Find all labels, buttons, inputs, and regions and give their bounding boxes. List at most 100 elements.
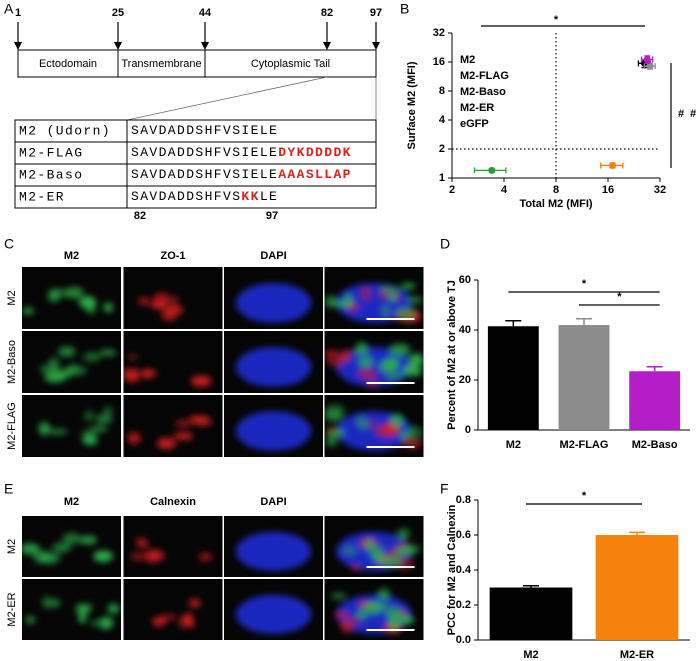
y-tick-label: 2 bbox=[439, 143, 445, 155]
puncta bbox=[130, 551, 145, 562]
channel-label: Calnexin bbox=[150, 496, 196, 508]
micrograph bbox=[123, 395, 223, 457]
micrograph bbox=[224, 267, 323, 329]
y-axis-label: Percent of M2 at or above TJ bbox=[446, 280, 458, 430]
error-bar bbox=[646, 366, 663, 372]
puncta bbox=[51, 598, 61, 608]
micrograph-frame bbox=[235, 411, 312, 451]
micrograph-frame bbox=[130, 537, 213, 563]
puncta bbox=[44, 371, 67, 383]
micrograph bbox=[123, 579, 223, 640]
y-tick-label: 0 bbox=[465, 424, 471, 436]
domain-box bbox=[17, 49, 377, 78]
puncta bbox=[128, 353, 138, 361]
bar bbox=[489, 587, 573, 640]
puncta bbox=[173, 432, 194, 441]
puncta bbox=[390, 413, 405, 427]
zoom-line bbox=[126, 76, 328, 121]
sequence-segment: SAVDADDSHFVSIELE bbox=[131, 167, 278, 182]
micrograph-frame bbox=[235, 283, 312, 323]
sequence-segment: SAVDADDSHFVSIELE bbox=[131, 145, 278, 160]
panel-label: F bbox=[440, 481, 449, 497]
nucleus bbox=[235, 411, 312, 451]
signal bbox=[123, 353, 212, 387]
channel-label: DAPI bbox=[260, 250, 286, 262]
arrow-head bbox=[372, 42, 380, 50]
nucleus bbox=[235, 594, 312, 634]
arrow-head bbox=[114, 42, 122, 50]
error-bar bbox=[629, 531, 645, 535]
puncta bbox=[162, 305, 185, 315]
panel-label: C bbox=[4, 236, 14, 252]
micrograph bbox=[324, 331, 424, 393]
domain-label: Cytoplasmic Tail bbox=[251, 58, 330, 70]
puncta bbox=[82, 434, 99, 446]
signal bbox=[127, 414, 214, 450]
y-axis-label: Surface M2 (MFI) bbox=[406, 61, 418, 149]
sequence: SAVDADDSHFVSIELEAAASLLAP bbox=[131, 167, 352, 182]
arrow-head bbox=[14, 42, 22, 50]
micrograph bbox=[324, 579, 424, 640]
legend-entry: M2 bbox=[460, 54, 475, 66]
x-tick-label: M2 bbox=[523, 649, 538, 661]
significance-mark: * bbox=[582, 278, 587, 290]
x-tick-label: 16 bbox=[602, 184, 614, 196]
bar bbox=[595, 535, 679, 640]
x-tick-label: M2-FLAG bbox=[560, 439, 609, 451]
signal bbox=[22, 286, 114, 315]
puncta bbox=[78, 610, 87, 624]
legend-entry: M2-Baso bbox=[460, 86, 506, 98]
puncta bbox=[141, 368, 153, 379]
micrograph-frame bbox=[137, 292, 185, 321]
residue-position: 97 bbox=[266, 210, 278, 222]
puncta bbox=[400, 283, 416, 290]
signal bbox=[235, 411, 312, 451]
micrograph bbox=[22, 267, 121, 329]
y-tick-label: 0.6 bbox=[456, 529, 471, 541]
puncta bbox=[406, 295, 424, 305]
puncta bbox=[330, 592, 346, 600]
micrograph bbox=[123, 516, 223, 577]
puncta bbox=[380, 285, 401, 294]
puncta bbox=[347, 617, 362, 624]
arrow-head bbox=[201, 42, 209, 50]
error-bar bbox=[576, 318, 592, 325]
panel-label: A bbox=[4, 1, 14, 17]
error-bar bbox=[523, 585, 539, 588]
y-tick-label: 40 bbox=[459, 324, 471, 336]
puncta bbox=[331, 300, 353, 307]
puncta bbox=[361, 286, 371, 301]
variant-name: M2-ER bbox=[19, 189, 65, 204]
puncta bbox=[107, 603, 120, 614]
puncta bbox=[103, 302, 114, 313]
puncta bbox=[394, 307, 417, 320]
puncta bbox=[339, 349, 352, 361]
micrograph-frame bbox=[22, 532, 114, 564]
puncta bbox=[377, 588, 390, 601]
residue-position: 82 bbox=[134, 210, 146, 222]
puncta bbox=[401, 439, 424, 448]
sequence-segment: SAVDADDSHFVSIELE bbox=[131, 123, 278, 138]
puncta bbox=[334, 611, 350, 618]
puncta bbox=[123, 367, 141, 376]
puncta bbox=[389, 343, 411, 356]
micrograph-frame bbox=[325, 283, 424, 323]
micrograph-frame bbox=[38, 405, 114, 446]
micrograph bbox=[324, 395, 424, 457]
y-tick-label: 0.0 bbox=[456, 634, 471, 646]
sequence-segment: DYKDDDDK bbox=[278, 145, 352, 160]
x-tick-label: M2 bbox=[506, 439, 521, 451]
sequence-segment: AAASLLAP bbox=[278, 167, 352, 182]
signal bbox=[336, 528, 421, 572]
puncta bbox=[47, 428, 68, 436]
puncta bbox=[174, 419, 191, 428]
puncta bbox=[136, 537, 145, 547]
puncta bbox=[76, 603, 93, 610]
puncta bbox=[103, 405, 114, 416]
channel-label: DAPI bbox=[260, 496, 286, 508]
puncta bbox=[84, 410, 94, 422]
sequence-segment: LE bbox=[260, 189, 278, 204]
puncta bbox=[381, 304, 391, 318]
y-tick-label: 8 bbox=[439, 85, 445, 97]
